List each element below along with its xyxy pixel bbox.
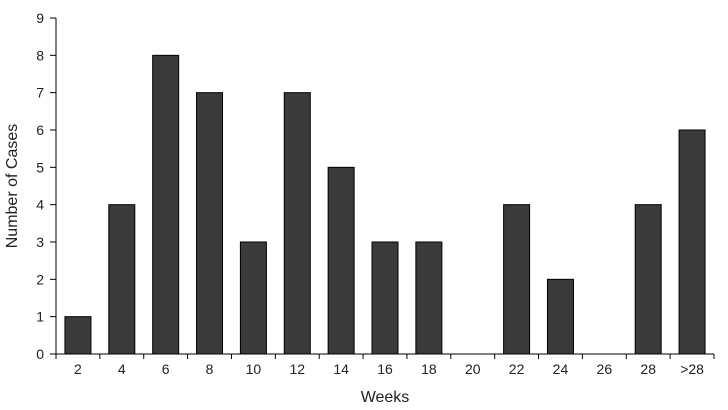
x-tick-label: 8 [206,361,214,377]
y-axis: 0 1 2 3 4 5 6 7 8 9 [36,10,57,362]
y-tick-label: 9 [36,10,44,26]
bar [327,166,355,355]
y-tick-label: 3 [36,234,44,250]
y-tick-label: 1 [36,309,44,325]
x-tick-label: 26 [597,361,613,377]
x-tick-label: 16 [377,361,393,377]
bar [546,278,574,355]
x-tick-label: 6 [162,361,170,377]
x-tick-label: 12 [289,361,305,377]
x-tick-label: 18 [421,361,437,377]
x-axis-title: Weeks [361,389,410,406]
x-tick-label: 28 [640,361,656,377]
y-axis-title: Number of Cases [4,124,21,249]
bar [371,241,399,355]
bar [239,241,267,355]
y-tick-label: 6 [36,122,44,138]
bar [634,204,662,355]
y-tick-label: 7 [36,85,44,101]
x-tick-label: 24 [553,361,569,377]
bar [503,204,531,355]
bars [64,54,706,355]
bar [415,241,443,355]
x-tick-label: >28 [680,361,704,377]
bar [196,92,224,355]
y-tick-label: 5 [36,159,44,175]
bar [283,92,311,355]
x-tick-label: 20 [465,361,481,377]
x-tick-label: 22 [509,361,525,377]
bar [152,54,180,355]
x-tick-label: 10 [246,361,262,377]
y-tick-label: 4 [36,197,44,213]
y-tick-label: 2 [36,271,44,287]
y-tick-label: 0 [36,346,44,362]
x-tick-label: 4 [118,361,126,377]
x-axis: 2 4 6 8 10 12 14 16 18 20 22 24 26 28 >28 [55,353,715,377]
x-tick-label: 14 [333,361,349,377]
x-tick-label: 2 [74,361,82,377]
bar [64,316,92,355]
bar [108,204,136,355]
bar [678,129,706,355]
y-tick-label: 8 [36,47,44,63]
